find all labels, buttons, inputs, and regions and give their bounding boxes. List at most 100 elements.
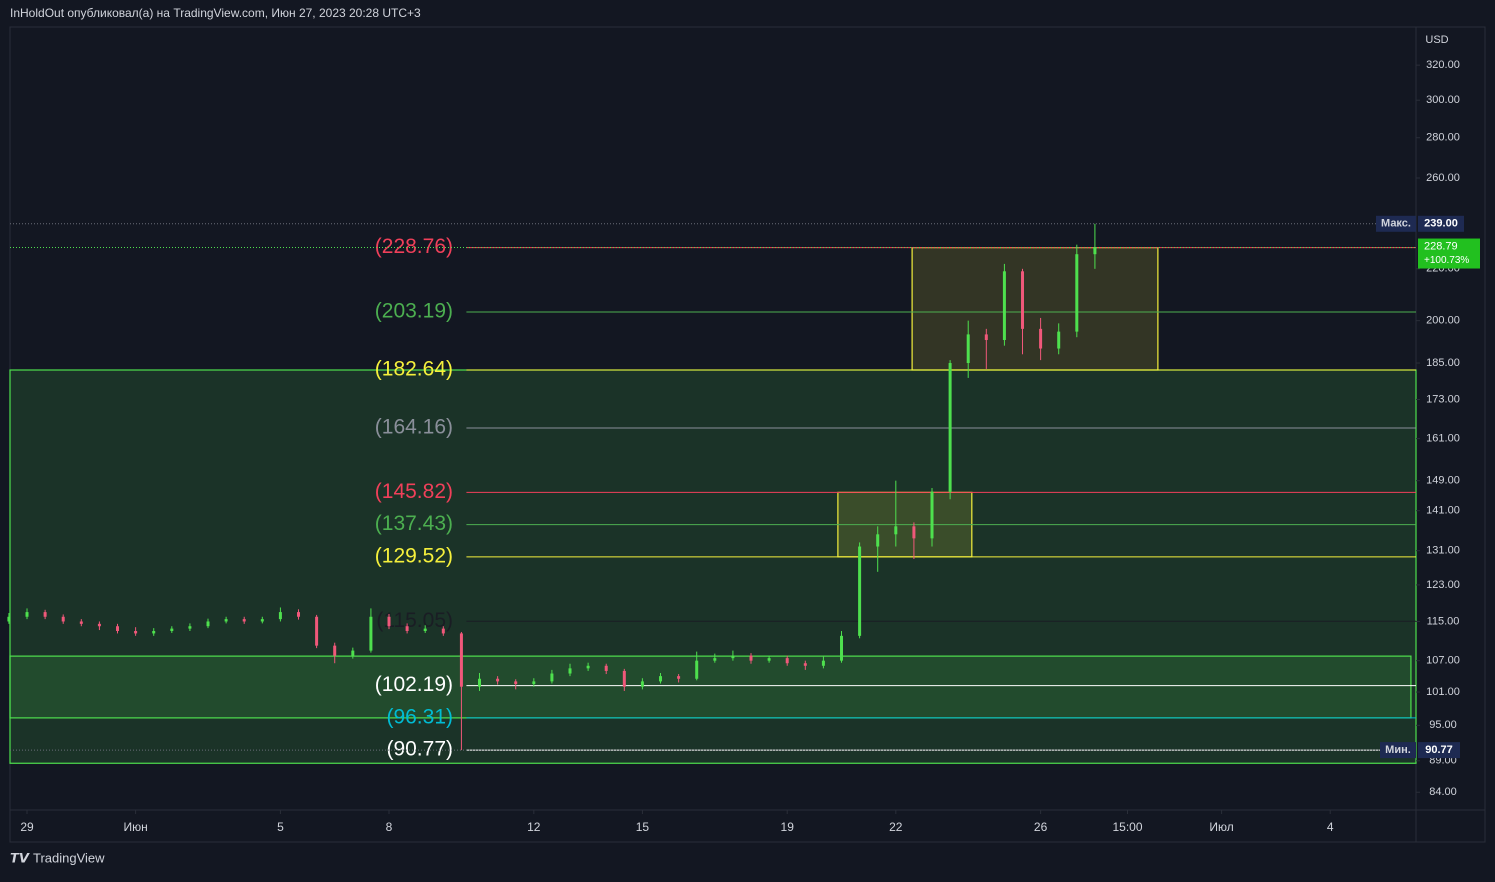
x-tick-label: 15 <box>636 820 650 834</box>
x-tick-label: 5 <box>277 820 284 834</box>
candle-body <box>61 616 65 622</box>
price-change: +100.73% <box>1424 255 1469 266</box>
candle-body <box>496 678 500 682</box>
candle-body <box>441 628 445 634</box>
y-tick-label: 173.00 <box>1426 393 1460 405</box>
candle-body <box>622 670 626 687</box>
candle-body <box>1002 271 1006 341</box>
level-label: (182.64) <box>375 358 453 381</box>
min-badge <box>1380 742 1416 759</box>
y-tick-label: 200.00 <box>1426 315 1460 327</box>
max-badge <box>1376 215 1416 232</box>
level-label: (115.05) <box>376 609 453 632</box>
currency: USD <box>1425 34 1448 46</box>
candle-body <box>152 631 156 634</box>
last-price-badge <box>1418 238 1480 269</box>
candle-body <box>97 623 101 627</box>
candle-body <box>242 619 246 622</box>
zone <box>9 655 1412 719</box>
candle-body <box>568 668 572 674</box>
x-tick-label: 26 <box>1034 820 1048 834</box>
x-tick-label: Июл <box>1209 820 1233 834</box>
candle-body <box>514 681 518 685</box>
x-tick-label: 19 <box>781 820 795 834</box>
candle-body <box>1039 328 1043 349</box>
candle-body <box>749 655 753 661</box>
candle-body <box>351 650 355 656</box>
candle-body <box>134 631 138 634</box>
y-tick-label: 280.00 <box>1426 132 1460 144</box>
candle-body <box>659 676 663 682</box>
y-tick-label: 141.00 <box>1426 505 1460 517</box>
candle-body <box>170 628 174 632</box>
candle-body <box>459 633 463 687</box>
y-tick-label: 95.00 <box>1429 719 1457 731</box>
brand: TradingView <box>33 850 105 865</box>
candle-body <box>43 612 47 617</box>
candle-body <box>640 681 644 687</box>
candle-body <box>387 616 391 627</box>
y-tick-label: 84.00 <box>1429 786 1457 798</box>
candle-body <box>1021 271 1025 329</box>
candle-body <box>912 526 916 539</box>
candle-body <box>550 673 554 682</box>
y-tick-label: 300.00 <box>1426 94 1460 106</box>
candle-body <box>731 655 735 659</box>
x-tick-label: 12 <box>527 820 541 834</box>
x-tick-label: 4 <box>1327 820 1334 834</box>
candle-body <box>333 645 337 656</box>
y-tick-label: 185.00 <box>1426 357 1460 369</box>
candle-body <box>297 612 301 617</box>
last-price: 228.79 <box>1424 240 1458 252</box>
candle-body <box>695 660 699 679</box>
candle-body <box>478 678 482 687</box>
y-tick-label: 101.00 <box>1426 686 1460 698</box>
x-tick-label: 15:00 <box>1112 820 1142 834</box>
candle-body <box>116 626 120 632</box>
min-value: 90.77 <box>1425 744 1453 756</box>
level-label: (102.19) <box>375 673 453 696</box>
candle-body <box>966 334 970 364</box>
candle-body <box>260 619 264 622</box>
candle-body <box>894 526 898 535</box>
candle-body <box>423 628 427 632</box>
y-tick-label: 149.00 <box>1426 475 1460 487</box>
candle-body <box>803 663 807 666</box>
candle-body <box>767 658 771 661</box>
candle-body <box>1057 331 1061 349</box>
candle-body <box>532 681 536 685</box>
level-label: (145.82) <box>375 480 453 503</box>
candle-body <box>876 534 880 547</box>
candle-body <box>278 612 282 620</box>
candle-body <box>785 658 789 664</box>
y-tick-label: 123.00 <box>1426 579 1460 591</box>
level-label: (164.16) <box>375 416 453 439</box>
candle-body <box>1093 247 1097 255</box>
logo: 𝙏𝙑 <box>10 850 30 865</box>
candle-body <box>315 616 319 646</box>
candle-body <box>713 658 717 661</box>
candle-body <box>79 621 83 624</box>
candle-body <box>405 626 409 632</box>
candle-body <box>858 546 862 636</box>
x-tick-label: 29 <box>20 820 34 834</box>
candle-body <box>369 616 373 651</box>
y-tick-label: 131.00 <box>1426 545 1460 557</box>
min-badge-label: Мин. <box>1385 744 1411 756</box>
candle-body <box>821 660 825 666</box>
candle-body <box>677 676 681 679</box>
y-tick-label: 115.00 <box>1427 615 1460 627</box>
y-tick-label: 320.00 <box>1426 59 1460 71</box>
zone <box>911 246 1159 371</box>
max-badge-label: Макс. <box>1381 218 1411 230</box>
x-tick-label: 22 <box>889 820 903 834</box>
candle-body <box>25 612 29 617</box>
candle-body <box>188 626 192 629</box>
candle-body <box>930 491 934 539</box>
candle-body <box>1075 254 1079 332</box>
header-title: InHoldOut опубликовал(а) на TradingView.… <box>10 6 421 20</box>
x-tick-label: 8 <box>386 820 393 834</box>
max-value: 239.00 <box>1424 218 1458 230</box>
